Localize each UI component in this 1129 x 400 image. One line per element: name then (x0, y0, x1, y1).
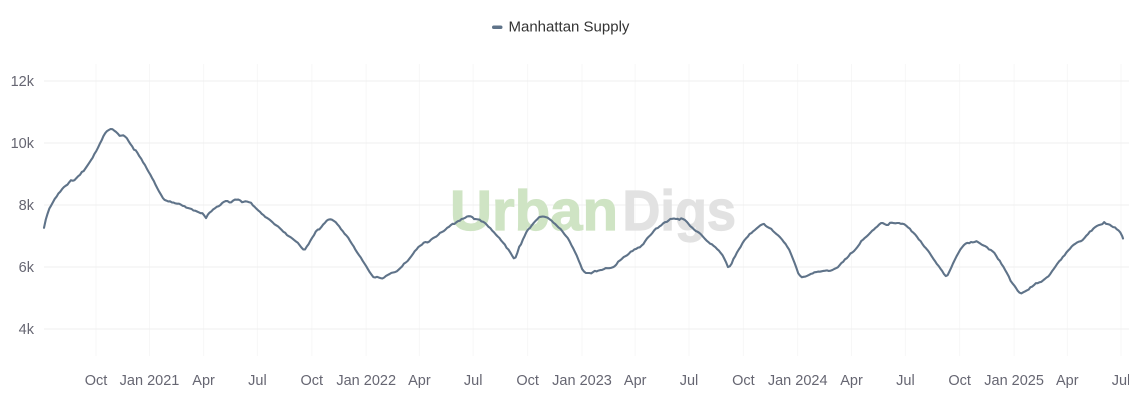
svg-text:Jul: Jul (1112, 373, 1129, 389)
svg-text:12k: 12k (11, 74, 35, 90)
svg-text:Oct: Oct (948, 373, 971, 389)
svg-text:Digs: Digs (623, 179, 737, 243)
svg-text:Jan 2023: Jan 2023 (552, 373, 612, 389)
svg-text:Jan 2025: Jan 2025 (984, 373, 1044, 389)
svg-text:Jan 2021: Jan 2021 (120, 373, 180, 389)
svg-text:Urban: Urban (450, 179, 618, 243)
svg-text:4k: 4k (19, 322, 35, 338)
svg-text:Oct: Oct (516, 373, 539, 389)
svg-text:Apr: Apr (192, 373, 215, 389)
svg-text:6k: 6k (19, 260, 35, 276)
svg-text:Jul: Jul (680, 373, 699, 389)
svg-text:Jul: Jul (248, 373, 267, 389)
svg-text:Apr: Apr (840, 373, 863, 389)
svg-text:Oct: Oct (85, 373, 108, 389)
svg-text:Jan 2024: Jan 2024 (768, 373, 828, 389)
svg-text:Jul: Jul (464, 373, 483, 389)
svg-text:Oct: Oct (301, 373, 324, 389)
svg-text:Oct: Oct (732, 373, 755, 389)
svg-text:Apr: Apr (1056, 373, 1079, 389)
svg-text:10k: 10k (11, 136, 35, 152)
svg-text:Apr: Apr (624, 373, 647, 389)
svg-text:Jul: Jul (896, 373, 915, 389)
svg-text:Jan 2022: Jan 2022 (336, 373, 396, 389)
svg-text:Apr: Apr (408, 373, 431, 389)
svg-text:8k: 8k (19, 198, 35, 214)
svg-text:Manhattan Supply: Manhattan Supply (509, 19, 630, 36)
